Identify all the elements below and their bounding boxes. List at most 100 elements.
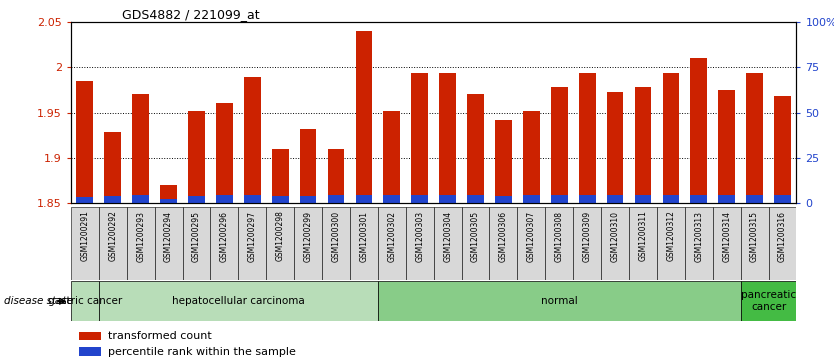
Text: GSM1200296: GSM1200296 bbox=[220, 211, 229, 261]
Bar bbox=[98, 281, 378, 321]
Bar bbox=[154, 207, 183, 280]
Bar bbox=[133, 195, 149, 203]
Text: GSM1200315: GSM1200315 bbox=[750, 211, 759, 261]
Bar bbox=[216, 103, 233, 203]
Bar bbox=[606, 195, 624, 203]
Bar bbox=[384, 111, 400, 203]
Bar bbox=[606, 91, 624, 203]
Bar bbox=[160, 185, 177, 203]
Text: GSM1200303: GSM1200303 bbox=[415, 211, 425, 262]
Text: GSM1200293: GSM1200293 bbox=[136, 211, 145, 261]
Bar bbox=[266, 207, 294, 280]
Bar bbox=[104, 132, 121, 203]
Text: hepatocellular carcinoma: hepatocellular carcinoma bbox=[172, 296, 304, 306]
Bar bbox=[551, 195, 568, 203]
Bar bbox=[579, 195, 595, 203]
Bar bbox=[545, 207, 573, 280]
Text: gastric cancer: gastric cancer bbox=[48, 296, 122, 306]
Bar bbox=[741, 207, 769, 280]
Bar bbox=[718, 90, 735, 203]
Bar bbox=[244, 77, 261, 203]
Text: GSM1200311: GSM1200311 bbox=[639, 211, 647, 261]
Bar bbox=[272, 149, 289, 203]
Text: GSM1200291: GSM1200291 bbox=[80, 211, 89, 261]
Bar bbox=[523, 195, 540, 203]
Bar bbox=[299, 196, 316, 203]
Bar bbox=[244, 195, 261, 203]
Text: GSM1200307: GSM1200307 bbox=[527, 211, 536, 262]
Bar bbox=[216, 195, 233, 203]
Text: GSM1200295: GSM1200295 bbox=[192, 211, 201, 261]
Bar bbox=[691, 195, 707, 203]
Text: GSM1200308: GSM1200308 bbox=[555, 211, 564, 261]
Bar bbox=[685, 207, 713, 280]
Text: percentile rank within the sample: percentile rank within the sample bbox=[108, 347, 296, 357]
Bar bbox=[378, 207, 406, 280]
Bar bbox=[769, 207, 796, 280]
Bar bbox=[573, 207, 601, 280]
Bar bbox=[79, 332, 101, 340]
Bar bbox=[188, 196, 205, 203]
Bar bbox=[551, 87, 568, 203]
Text: GSM1200302: GSM1200302 bbox=[387, 211, 396, 261]
Bar bbox=[662, 195, 679, 203]
Bar bbox=[127, 207, 154, 280]
Bar bbox=[294, 207, 322, 280]
Bar bbox=[328, 195, 344, 203]
Bar bbox=[183, 207, 210, 280]
Text: GSM1200298: GSM1200298 bbox=[276, 211, 284, 261]
Bar bbox=[406, 207, 434, 280]
Text: GSM1200316: GSM1200316 bbox=[778, 211, 787, 261]
Bar bbox=[160, 199, 177, 203]
Bar bbox=[774, 195, 791, 203]
Bar bbox=[467, 195, 484, 203]
Bar bbox=[350, 207, 378, 280]
Bar bbox=[133, 94, 149, 203]
Bar bbox=[746, 73, 763, 203]
Text: GSM1200297: GSM1200297 bbox=[248, 211, 257, 261]
Bar bbox=[746, 195, 763, 203]
Bar bbox=[77, 197, 93, 203]
Bar bbox=[434, 207, 461, 280]
Text: transformed count: transformed count bbox=[108, 331, 212, 341]
Bar bbox=[239, 207, 266, 280]
Bar bbox=[104, 196, 121, 203]
Text: GSM1200294: GSM1200294 bbox=[164, 211, 173, 261]
Bar bbox=[718, 195, 735, 203]
Bar bbox=[774, 96, 791, 203]
Bar bbox=[440, 195, 456, 203]
Bar bbox=[378, 281, 741, 321]
Bar bbox=[490, 207, 517, 280]
Bar bbox=[691, 58, 707, 203]
Bar bbox=[601, 207, 629, 280]
Text: GSM1200312: GSM1200312 bbox=[666, 211, 676, 261]
Bar bbox=[662, 73, 679, 203]
Bar bbox=[71, 207, 98, 280]
Bar bbox=[635, 195, 651, 203]
Text: GSM1200305: GSM1200305 bbox=[471, 211, 480, 262]
Bar bbox=[355, 31, 372, 203]
Bar bbox=[411, 195, 428, 203]
Bar bbox=[299, 129, 316, 203]
Bar bbox=[713, 207, 741, 280]
Text: GSM1200309: GSM1200309 bbox=[583, 211, 591, 262]
Bar bbox=[98, 207, 127, 280]
Bar bbox=[657, 207, 685, 280]
Text: GSM1200292: GSM1200292 bbox=[108, 211, 118, 261]
Bar bbox=[79, 347, 101, 356]
Bar bbox=[495, 120, 512, 203]
Text: GSM1200299: GSM1200299 bbox=[304, 211, 313, 261]
Bar bbox=[71, 281, 98, 321]
Bar bbox=[210, 207, 239, 280]
Text: GSM1200314: GSM1200314 bbox=[722, 211, 731, 261]
Text: GSM1200304: GSM1200304 bbox=[443, 211, 452, 262]
Bar bbox=[272, 196, 289, 203]
Bar bbox=[523, 111, 540, 203]
Bar bbox=[517, 207, 545, 280]
Bar bbox=[188, 111, 205, 203]
Text: GSM1200313: GSM1200313 bbox=[694, 211, 703, 261]
Text: GSM1200310: GSM1200310 bbox=[610, 211, 620, 261]
Bar bbox=[461, 207, 490, 280]
Bar bbox=[440, 73, 456, 203]
Text: GDS4882 / 221099_at: GDS4882 / 221099_at bbox=[122, 8, 259, 21]
